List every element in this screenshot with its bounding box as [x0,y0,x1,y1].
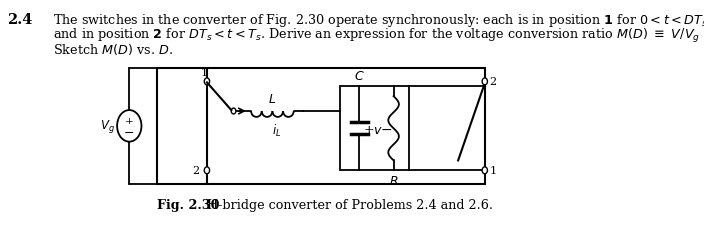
Text: $V_g$: $V_g$ [100,118,115,135]
Bar [340,87,408,170]
Circle shape [117,111,142,142]
Text: 1: 1 [489,165,497,175]
Text: −: − [381,123,393,137]
Circle shape [482,79,487,86]
Text: $R$: $R$ [389,175,398,188]
Text: $L$: $L$ [268,92,277,105]
Text: $i_L$: $i_L$ [272,122,281,138]
Text: $C$: $C$ [354,70,365,83]
Text: +: + [125,117,134,126]
Text: 2: 2 [193,165,200,175]
Text: 2: 2 [489,77,497,87]
Text: $v$: $v$ [373,123,382,136]
Text: Fig. 2.30: Fig. 2.30 [158,198,220,211]
Circle shape [482,167,487,174]
Text: −: − [124,127,134,140]
Text: H-bridge converter of Problems 2.4 and 2.6.: H-bridge converter of Problems 2.4 and 2… [199,198,494,211]
Circle shape [204,167,210,174]
Circle shape [204,79,210,86]
Text: Sketch $M(D)$ vs. $D$.: Sketch $M(D)$ vs. $D$. [54,42,173,57]
Text: and in position $\mathbf{2}$ for $DT_s < t < T_s$. Derive an expression for the : and in position $\mathbf{2}$ for $DT_s <… [54,27,700,45]
Text: The switches in the converter of Fig. 2.30 operate synchronously: each is in pos: The switches in the converter of Fig. 2.… [54,12,704,29]
Circle shape [232,109,236,114]
Text: 1: 1 [201,67,208,77]
Text: +: + [363,123,375,136]
Bar [158,68,485,184]
Text: 2.4: 2.4 [8,13,33,27]
